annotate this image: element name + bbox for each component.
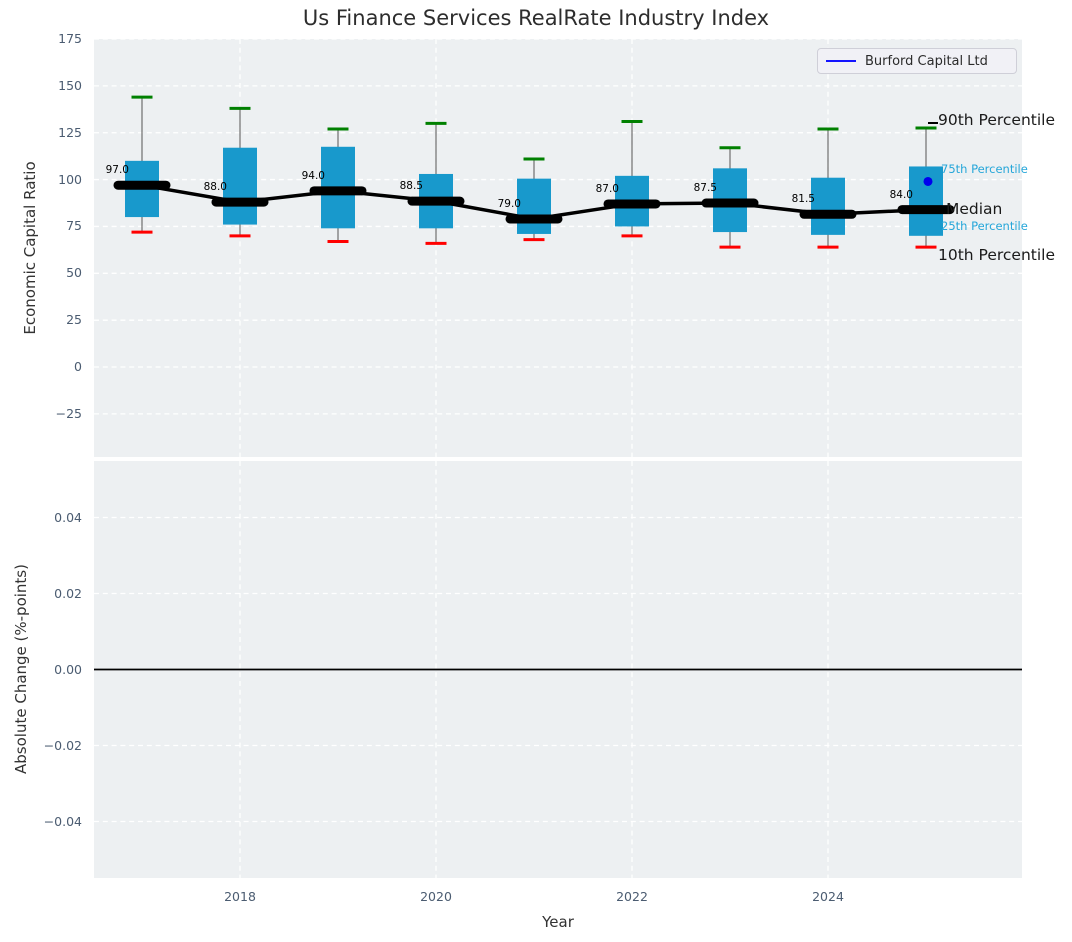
iqr-box [909, 166, 943, 236]
median-value-label: 79.0 [497, 197, 521, 210]
y-tick-label: 0.02 [54, 585, 82, 601]
x-tick-label: 2022 [616, 889, 648, 904]
chart-title: Us Finance Services RealRate Industry In… [302, 6, 770, 30]
x-tick-label: 2018 [224, 889, 256, 904]
top-panel [94, 38, 1022, 457]
iqr-box [517, 178, 551, 234]
y-tick-label: 150 [58, 77, 82, 93]
x-axis-label: Year [542, 913, 574, 931]
legend-line-icon [826, 60, 856, 62]
burford-data-point [923, 176, 933, 186]
y-tick-label: 25 [66, 312, 82, 328]
x-tick-label: 2024 [812, 889, 844, 904]
annotation-median: Median [946, 199, 1003, 218]
y-tick-label: 100 [58, 171, 82, 187]
annotation-p90: 90th Percentile [938, 111, 1056, 130]
iqr-box [223, 147, 257, 225]
iqr-box [811, 177, 845, 235]
y-tick-label: 75 [66, 218, 82, 234]
change-panel-svg [94, 461, 1022, 878]
y-tick-label: 0.04 [54, 509, 82, 525]
y-tick-label: 0.00 [54, 661, 82, 677]
y-tick-label: −0.04 [43, 813, 82, 829]
annotation-p10: 10th Percentile [938, 246, 1056, 265]
median-value-label: 87.5 [693, 182, 717, 194]
median-value-label: 88.0 [203, 181, 227, 194]
y-tick-label: 175 [58, 31, 82, 46]
y-tick-label: −25 [55, 405, 82, 421]
median-value-label: 94.0 [301, 169, 325, 182]
y-tick-label: 125 [58, 124, 82, 140]
median-value-label: 84.0 [889, 188, 913, 201]
annotation-p25: 25th Percentile [941, 218, 1028, 233]
annotation-p75: 75th Percentile [941, 162, 1028, 177]
boxplot-svg [94, 38, 1022, 457]
y-tick-label: −0.02 [43, 737, 82, 753]
annotation-90th-leader-line [928, 122, 938, 124]
y-tick-label: 0 [74, 359, 82, 375]
legend-label: Burford Capital Ltd [865, 53, 988, 69]
x-tick-label: 2020 [420, 889, 452, 904]
median-value-label: 88.5 [399, 180, 423, 193]
y-tick-label: 50 [66, 265, 82, 281]
median-value-label: 81.5 [791, 193, 815, 206]
bottom-panel [94, 461, 1022, 878]
median-value-label: 87.0 [595, 182, 619, 195]
median-value-label: 97.0 [105, 164, 129, 177]
legend: Burford Capital Ltd [817, 48, 1017, 74]
